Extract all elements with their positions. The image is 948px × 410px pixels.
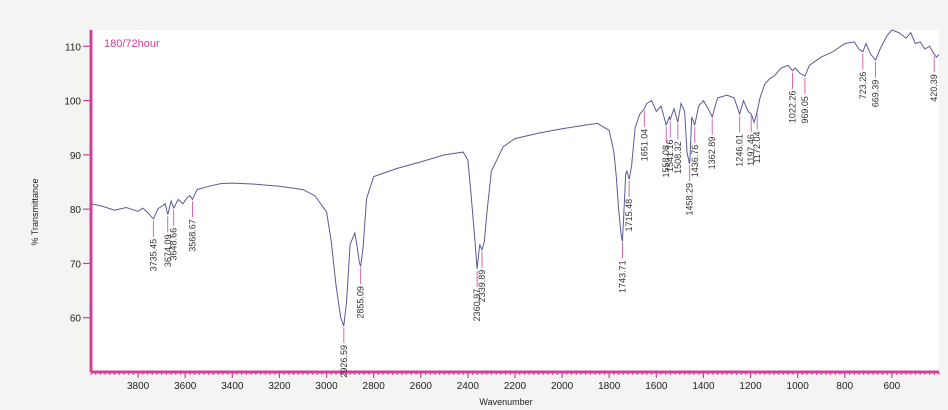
- peak-label: 969.05: [800, 96, 810, 124]
- peak-label: 1197.46: [746, 134, 756, 166]
- x-tick-label: 1600: [645, 381, 668, 392]
- x-axis-label: Wavenumber: [479, 397, 532, 407]
- y-tick-label: 60: [70, 314, 82, 325]
- peak-label: 3648.66: [169, 228, 179, 261]
- peak-label: 669.39: [871, 80, 881, 108]
- peak-label: 1436.76: [690, 145, 700, 178]
- sample-label: 180/72hour: [104, 38, 160, 50]
- x-tick-label: 600: [884, 381, 901, 392]
- x-tick-label: 1200: [739, 381, 762, 392]
- peak-label: 2855.09: [356, 286, 366, 319]
- plot-background: [91, 30, 939, 372]
- x-tick-label: 3400: [221, 381, 244, 392]
- x-axis-ticks: 3800 3600 3400 3200 3000 2800 2600 2400 2200 2000…: [127, 372, 901, 392]
- peak-label: 1508.32: [673, 141, 683, 174]
- peak-label: 1558.08: [661, 145, 671, 178]
- y-tick-label: 70: [70, 259, 82, 270]
- peak-label: 2360.97: [472, 289, 482, 322]
- peak-label: 1541.16: [665, 139, 675, 172]
- peak-label: 3674.09: [163, 234, 173, 267]
- x-tick-label: 3800: [127, 381, 150, 392]
- y-axis-label: % Transmittance: [30, 178, 40, 245]
- peak-label: 3568.67: [188, 219, 198, 252]
- x-tick-label: 2200: [504, 381, 527, 392]
- peak-label: 2339.89: [477, 270, 487, 303]
- x-tick-label: 2600: [410, 381, 433, 392]
- peak-label: 1022.26: [787, 91, 797, 124]
- series-line: [90, 29, 940, 327]
- y-tick-label: 110: [65, 42, 81, 53]
- y-axis-ticks: 60 70 80 90 100 110: [64, 42, 91, 325]
- x-tick-label: 3200: [268, 381, 291, 392]
- y-tick-label: 80: [70, 205, 82, 216]
- peak-label: 1743.71: [617, 260, 627, 293]
- x-tick-label: 3600: [174, 381, 197, 392]
- x-tick-label: 2800: [363, 381, 386, 392]
- x-tick-label: 2000: [551, 381, 574, 392]
- peak-label: 2926.59: [339, 345, 349, 378]
- peak-label: 723.26: [858, 72, 868, 100]
- peak-label: 420.39: [929, 74, 939, 102]
- x-tick-label: 1400: [692, 381, 715, 392]
- peak-label: 1715.48: [624, 199, 634, 232]
- peak-label: 1362.89: [707, 137, 717, 170]
- peak-label: 3735.45: [148, 239, 158, 272]
- x-tick-label: 1800: [598, 381, 621, 392]
- y-tick-label: 100: [64, 97, 81, 108]
- x-tick-label: 3000: [315, 381, 338, 392]
- x-tick-label: 800: [836, 381, 853, 392]
- x-tick-label: 1000: [787, 381, 810, 392]
- peak-label: 1458.29: [685, 183, 695, 216]
- y-tick-label: 90: [70, 151, 82, 162]
- peak-label: 1651.04: [639, 129, 649, 162]
- peak-label: 1246.01: [735, 134, 745, 167]
- x-tick-label: 2400: [457, 381, 480, 392]
- peak-label: 1172.04: [752, 131, 762, 163]
